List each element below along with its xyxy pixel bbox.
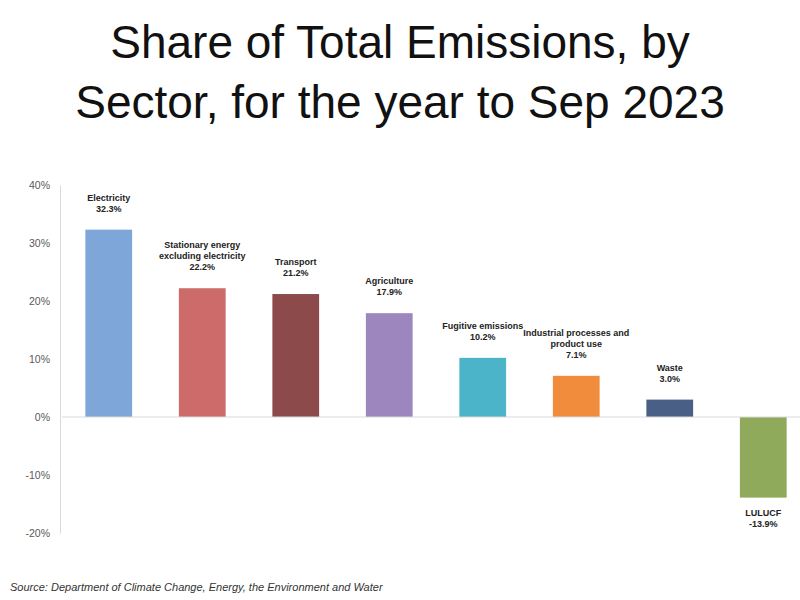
bar: [740, 417, 787, 498]
y-tick-label: -10%: [25, 469, 50, 481]
chart-title: Share of Total Emissions, bySector, for …: [75, 16, 725, 128]
category-label: Stationary energyexcluding electricity: [159, 240, 246, 261]
bar: [179, 288, 226, 417]
data-label: 7.1%: [566, 350, 587, 360]
y-tick: 10%: [29, 353, 60, 365]
y-tick: 30%: [29, 237, 60, 249]
data-label: 10.2%: [470, 332, 496, 342]
y-tick-label: 0%: [35, 411, 50, 423]
category-label: Agriculture: [365, 276, 413, 286]
category-label: LULUCF: [745, 508, 781, 518]
category-label: Electricity: [87, 193, 130, 203]
y-tick-label: -20%: [25, 527, 50, 539]
bar-labels: Electricity32.3% Stationary energyexcludi…: [87, 193, 782, 529]
bar: [272, 294, 319, 417]
category-label: Waste: [657, 363, 683, 373]
y-tick: 20%: [29, 295, 60, 307]
data-label: -13.9%: [749, 519, 778, 529]
data-label: 32.3%: [96, 204, 122, 214]
data-label: 21.2%: [283, 268, 309, 278]
data-label: 22.2%: [189, 262, 215, 272]
category-label: Industrial processes andproduct use: [523, 328, 629, 349]
y-tick-label: 40%: [29, 179, 50, 191]
y-tick: -20%: [25, 527, 60, 539]
y-axis-line: [60, 186, 61, 534]
category-label: Transport: [275, 257, 317, 267]
y-tick-label: 20%: [29, 295, 50, 307]
x-axis-line: [62, 417, 800, 418]
bars: [85, 230, 786, 498]
data-label: 17.9%: [376, 287, 402, 297]
y-tick: 0%: [35, 411, 60, 423]
y-tick-label: 10%: [29, 353, 50, 365]
source-note: Source: Department of Climate Change, En…: [10, 581, 384, 593]
bar: [459, 358, 506, 417]
chart: Share of Total Emissions, bySector, for …: [0, 0, 800, 600]
y-tick-label: 30%: [29, 237, 50, 249]
bar: [85, 230, 132, 417]
y-axis: -20% -10% 0% 10% 20% 30% 40%: [25, 179, 60, 539]
data-label: 3.0%: [659, 374, 680, 384]
category-label: Fugitive emissions: [442, 321, 523, 331]
bar: [553, 376, 600, 417]
bar: [366, 313, 413, 417]
bar: [646, 400, 693, 417]
y-tick: -10%: [25, 469, 60, 481]
y-tick: 40%: [29, 179, 60, 191]
